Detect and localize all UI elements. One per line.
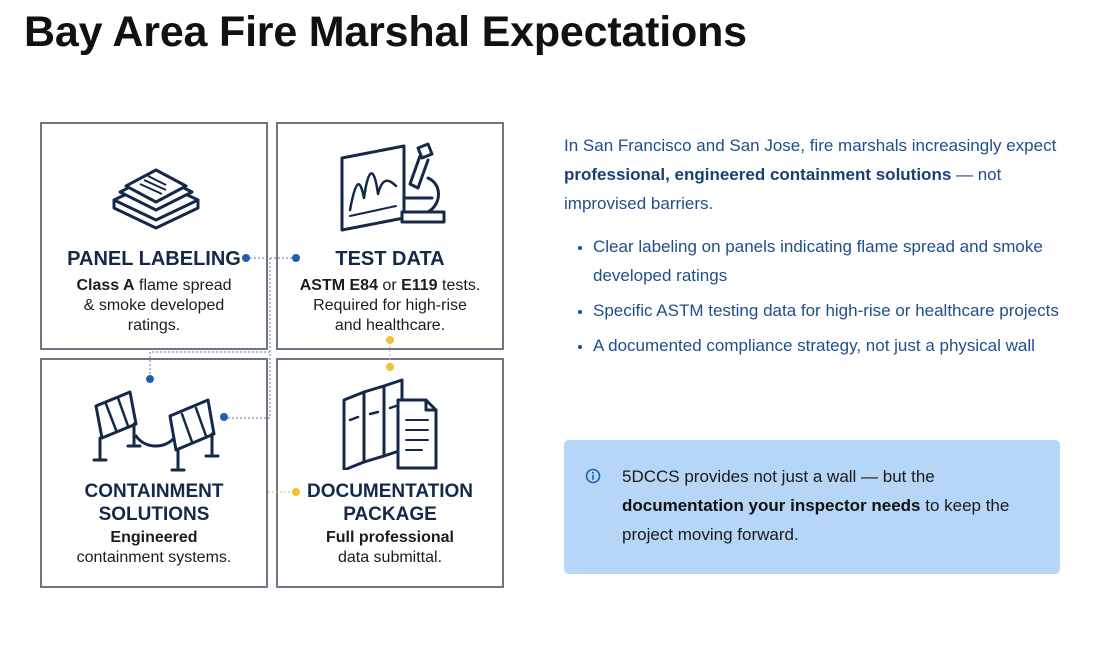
documentation-title-line1: DOCUMENTATION bbox=[306, 481, 474, 502]
documentation-desc-line2: data submittal. bbox=[337, 549, 443, 566]
info-callout: 5DCCS provides not just a wall — but the… bbox=[564, 440, 1060, 574]
intro-after: — not improvised barriers. bbox=[564, 165, 1002, 213]
binders-documents-icon bbox=[342, 378, 438, 470]
callout-text: 5DCCS provides not just a wall — but the… bbox=[622, 462, 1042, 549]
panel-labeling-title: PANEL LABELING bbox=[67, 248, 241, 270]
test-data-desc-bold2: E119 bbox=[401, 277, 438, 294]
test-data-desc-line2: Required for high-rise bbox=[313, 297, 467, 314]
documentation-card: DOCUMENTATION PACKAGE Full professional … bbox=[276, 358, 504, 588]
containment-title-line1: CONTAINMENT bbox=[84, 481, 224, 502]
barrier-icon bbox=[92, 390, 220, 472]
panel-labeling-desc-rest: flame spread bbox=[134, 277, 232, 294]
page-title: Bay Area Fire Marshal Expectations bbox=[24, 8, 747, 56]
list-item: Specific ASTM testing data for high-rise… bbox=[593, 296, 1064, 325]
intro-bold: professional, engineered containment sol… bbox=[564, 165, 952, 184]
test-data-card: TEST DATA ASTM E84 or E119 tests. Requir… bbox=[276, 122, 504, 350]
fire-marshal-infographic: PANEL LABELING Class A flame spread & sm… bbox=[38, 120, 506, 590]
containment-title: CONTAINMENT SOLUTIONS bbox=[42, 480, 266, 526]
panel-labeling-desc-bold: Class A bbox=[76, 277, 135, 294]
list-item: Clear labeling on panels indicating flam… bbox=[593, 232, 1064, 290]
panel-labeling-desc: Class A flame spread & smoke developed r… bbox=[42, 276, 266, 336]
panel-labeling-desc-line2: & smoke developed bbox=[83, 297, 225, 314]
expectations-list: Clear labeling on panels indicating flam… bbox=[564, 232, 1064, 360]
panel-labeling-card: PANEL LABELING Class A flame spread & sm… bbox=[40, 122, 268, 350]
documentation-desc-bold: Full professional bbox=[325, 529, 454, 546]
callout-bold: documentation your inspector needs bbox=[622, 496, 921, 515]
documentation-title: DOCUMENTATION PACKAGE bbox=[278, 480, 502, 526]
callout-after: to keep the project moving forward. bbox=[622, 496, 1010, 544]
expectations-text: In San Francisco and San Jose, fire mars… bbox=[564, 131, 1064, 366]
test-data-desc: ASTM E84 or E119 tests. Required for hig… bbox=[278, 276, 502, 336]
intro-paragraph: In San Francisco and San Jose, fire mars… bbox=[564, 131, 1064, 218]
list-item: A documented compliance strategy, not ju… bbox=[593, 331, 1064, 360]
layered-panel-icon bbox=[112, 168, 200, 230]
intro-before: In San Francisco and San Jose, fire mars… bbox=[564, 136, 1057, 155]
panel-labeling-desc-line3: ratings. bbox=[127, 317, 181, 334]
callout-before: 5DCCS provides not just a wall — but the bbox=[622, 467, 935, 486]
test-data-desc-line3: and healthcare. bbox=[334, 317, 446, 334]
info-icon bbox=[585, 468, 601, 484]
test-data-desc-mid: or bbox=[377, 277, 402, 294]
test-data-title: TEST DATA bbox=[335, 248, 445, 270]
containment-title-line2: SOLUTIONS bbox=[98, 504, 210, 525]
test-data-desc-rest: tests. bbox=[437, 277, 481, 294]
containment-card: CONTAINMENT SOLUTIONS Engineered contain… bbox=[40, 358, 268, 588]
containment-desc-line2: containment systems. bbox=[76, 549, 232, 566]
documentation-title-line2: PACKAGE bbox=[343, 504, 437, 525]
documentation-desc: Full professional data submittal. bbox=[278, 528, 502, 568]
microscope-chart-icon bbox=[340, 142, 446, 232]
containment-desc-bold: Engineered bbox=[110, 529, 198, 546]
containment-desc: Engineered containment systems. bbox=[42, 528, 266, 568]
test-data-desc-bold1: ASTM E84 bbox=[299, 277, 378, 294]
